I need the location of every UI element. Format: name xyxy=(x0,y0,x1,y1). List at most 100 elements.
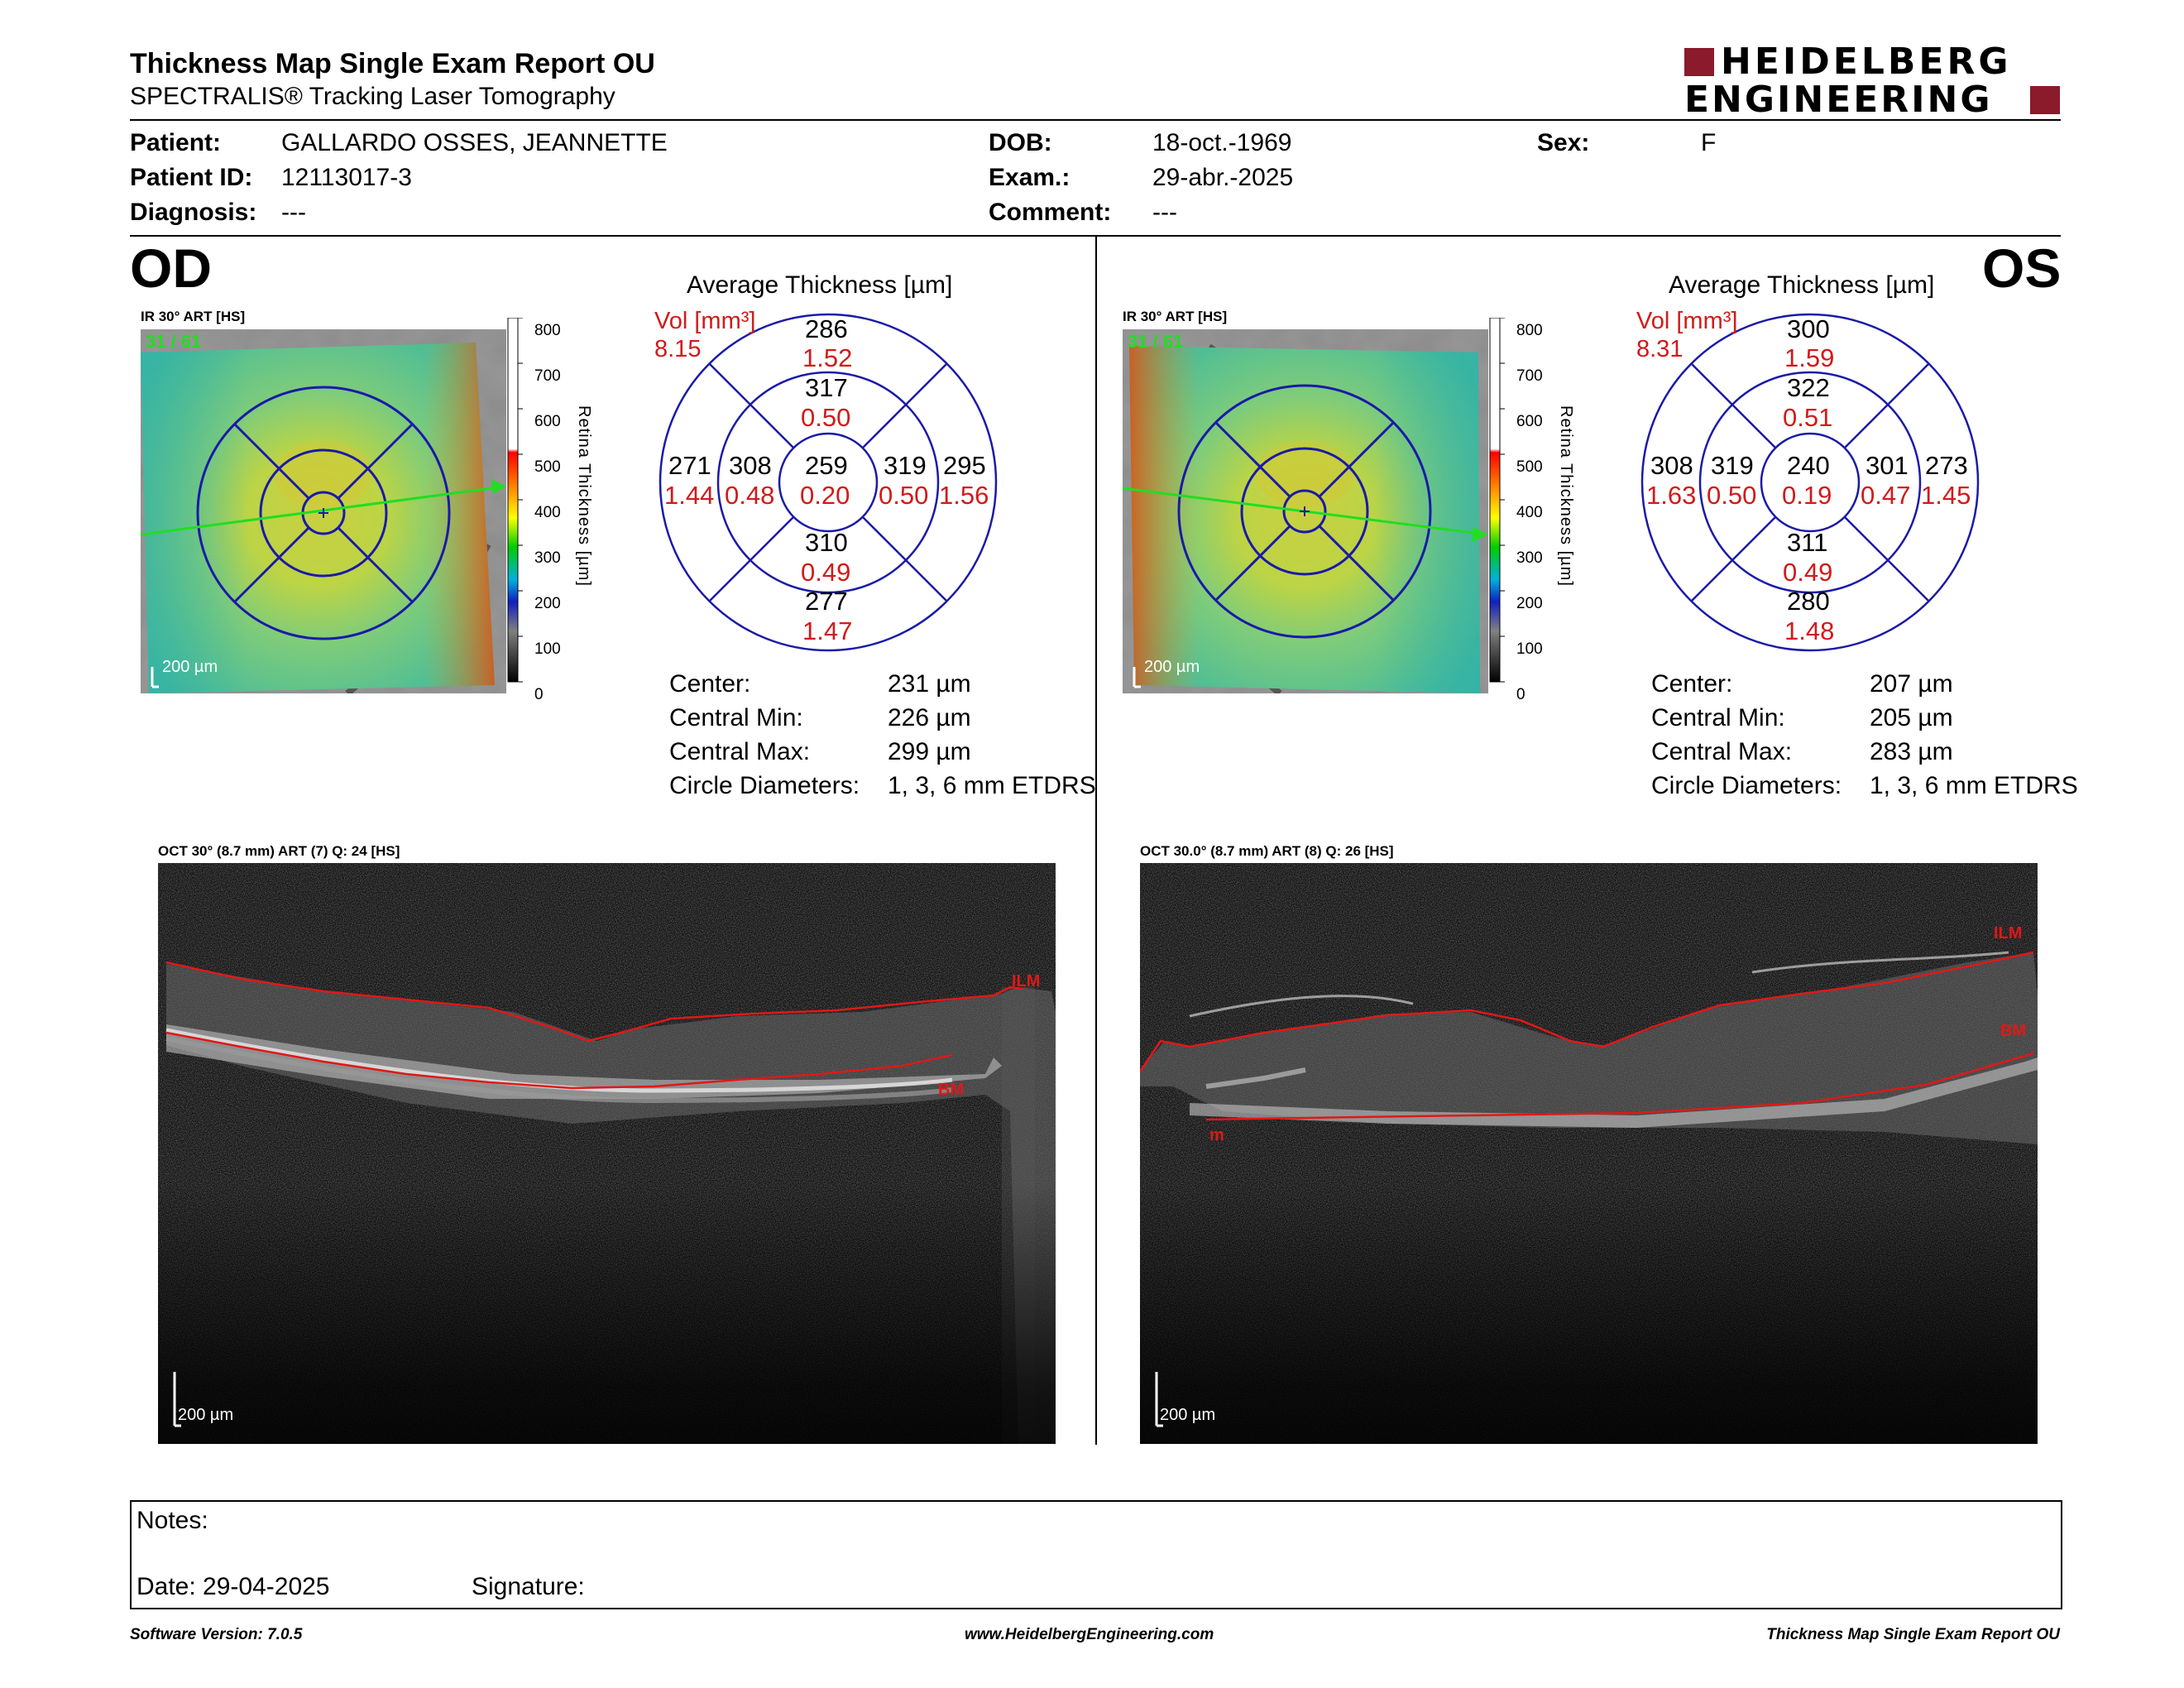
os-bm-marker: m xyxy=(1209,1126,1224,1144)
od-ir-quality: 31 / 61 xyxy=(146,331,202,352)
od-thickness-map: 31 / 61 200 µm xyxy=(140,329,506,697)
od-inner-left: 308 xyxy=(729,451,772,480)
od-inner-bottom: 310 xyxy=(805,528,848,557)
os-center: 240 xyxy=(1787,451,1830,480)
os-max-value: 283 µm xyxy=(1870,738,1953,765)
os-colorbar xyxy=(1488,317,1588,690)
od-inner-right-vol: 0.50 xyxy=(879,481,929,510)
od-cbar-tick: 300 xyxy=(534,549,561,567)
os-cbar-tick: 500 xyxy=(1516,458,1543,476)
patient-label: Patient: xyxy=(130,129,222,156)
os-outer-left: 308 xyxy=(1650,451,1693,480)
os-inner-bottom: 311 xyxy=(1787,528,1828,557)
os-inner-top: 322 xyxy=(1787,373,1830,402)
os-outer-bottom-vol: 1.48 xyxy=(1784,616,1835,645)
logo-text-line1: HEIDELBERG xyxy=(1721,41,2012,83)
od-cbar-tick: 100 xyxy=(534,640,561,658)
os-inner-bottom-vol: 0.49 xyxy=(1783,558,1833,587)
report-subtitle: SPECTRALIS® Tracking Laser Tomography xyxy=(130,83,615,110)
os-cbar-tick: 400 xyxy=(1516,504,1543,521)
diagnosis-value: --- xyxy=(281,199,306,226)
logo-square-bottom-icon xyxy=(2030,86,2060,114)
od-cbar-tick: 800 xyxy=(534,322,561,339)
od-center: 259 xyxy=(805,451,848,480)
exam-value: 29-abr.-2025 xyxy=(1152,164,1294,191)
dob-value: 18-oct.-1969 xyxy=(1152,129,1292,156)
od-diam-value: 1, 3, 6 mm ETDRS xyxy=(888,772,1096,799)
od-outer-top-vol: 1.52 xyxy=(802,343,853,372)
os-cbar-tick: 0 xyxy=(1516,686,1525,703)
os-etdrs-grid xyxy=(1640,313,1980,652)
od-outer-top: 286 xyxy=(805,314,848,343)
sex-value: F xyxy=(1701,129,1717,156)
patient-id-value: 12113017-3 xyxy=(281,164,412,191)
diagnosis-label: Diagnosis: xyxy=(130,199,257,226)
os-outer-top-vol: 1.59 xyxy=(1784,343,1835,372)
os-outer-right: 273 xyxy=(1925,451,1968,480)
os-min-label: Central Min: xyxy=(1651,704,1785,731)
os-oct-scale: 200 µm xyxy=(1160,1406,1216,1424)
comment-value: --- xyxy=(1152,199,1177,226)
exam-label: Exam.: xyxy=(989,164,1070,191)
logo-text-line2: ENGINEERING xyxy=(1684,79,1993,121)
os-cbar-tick: 600 xyxy=(1516,413,1543,430)
od-oct-scale: 200 µm xyxy=(178,1406,234,1424)
logo-square-top-icon xyxy=(1684,48,1714,76)
od-outer-left-vol: 1.44 xyxy=(664,481,715,510)
comment-label: Comment: xyxy=(989,199,1112,226)
dob-label: DOB: xyxy=(989,129,1052,156)
os-colorbar-title: Retina Thickness [µm] xyxy=(1557,405,1575,587)
os-ir-quality: 31 / 61 xyxy=(1128,331,1184,352)
os-outer-right-vol: 1.45 xyxy=(1921,481,1971,510)
od-inner-right: 319 xyxy=(884,451,927,480)
sex-label: Sex: xyxy=(1537,129,1590,156)
os-inner-right-vol: 0.47 xyxy=(1861,481,1911,510)
od-cbar-tick: 600 xyxy=(534,413,561,430)
od-bm-label: BM xyxy=(938,1081,965,1099)
os-vol-value: 8.31 xyxy=(1636,336,1684,362)
patient-name: GALLARDO OSSES, JEANNETTE xyxy=(281,129,668,156)
od-min-value: 226 µm xyxy=(888,704,971,731)
od-max-label: Central Max: xyxy=(669,738,811,765)
os-outer-bottom: 280 xyxy=(1787,587,1830,616)
os-inner-top-vol: 0.51 xyxy=(1783,403,1833,432)
os-bm-label: BM xyxy=(2000,1022,2027,1040)
od-outer-left: 271 xyxy=(668,451,711,480)
od-vol-value: 8.15 xyxy=(654,336,702,362)
od-colorbar-ticks: 800 700 600 500 400 300 200 100 0 xyxy=(534,308,561,717)
os-diam-value: 1, 3, 6 mm ETDRS xyxy=(1870,772,2078,799)
os-center-vol: 0.19 xyxy=(1782,481,1832,510)
od-inner-left-vol: 0.48 xyxy=(725,481,775,510)
od-diam-label: Circle Diameters: xyxy=(669,772,860,799)
od-center-value: 231 µm xyxy=(888,670,971,698)
od-inner-top: 317 xyxy=(805,373,848,402)
od-inner-bottom-vol: 0.49 xyxy=(801,558,851,587)
website-link[interactable]: www.HeidelbergEngineering.com xyxy=(965,1626,1214,1643)
od-avg-title: Average Thickness [µm] xyxy=(687,271,953,299)
od-cbar-tick: 0 xyxy=(534,686,544,703)
os-oct-scan: ILM BM m 200 µm xyxy=(1140,863,2038,1444)
notes-label: Notes: xyxy=(136,1507,208,1534)
os-eye-label: OS xyxy=(1982,237,2062,299)
os-cbar-tick: 300 xyxy=(1516,549,1543,567)
os-outer-top: 300 xyxy=(1787,314,1830,343)
heidelberg-logo: HEIDELBERG ENGINEERING xyxy=(1684,41,2061,121)
od-cbar-tick: 200 xyxy=(534,595,561,612)
od-eye-label: OD xyxy=(130,237,212,299)
os-vol-label: Vol [mm³] xyxy=(1636,308,1738,334)
os-outer-left-vol: 1.63 xyxy=(1646,481,1697,510)
od-ir-label: IR 30° ART [HS] xyxy=(141,309,246,324)
od-cbar-tick: 500 xyxy=(534,458,561,476)
od-map-scale: 200 µm xyxy=(162,658,218,676)
patient-id-label: Patient ID: xyxy=(130,164,253,191)
od-cbar-tick: 400 xyxy=(534,504,561,521)
os-ir-label: IR 30° ART [HS] xyxy=(1123,309,1228,324)
os-cbar-tick: 200 xyxy=(1516,595,1543,612)
os-diam-label: Circle Diameters: xyxy=(1651,772,1842,799)
od-center-vol: 0.20 xyxy=(800,481,850,510)
notes-box: Notes: Date: 29-04-2025 Signature: xyxy=(130,1500,2062,1609)
os-center-value: 207 µm xyxy=(1870,670,1953,698)
od-oct-scan: ILM BM 200 µm xyxy=(158,863,1056,1444)
os-cbar-tick: 700 xyxy=(1516,367,1543,385)
date-label: Date: 29-04-2025 xyxy=(136,1573,330,1600)
